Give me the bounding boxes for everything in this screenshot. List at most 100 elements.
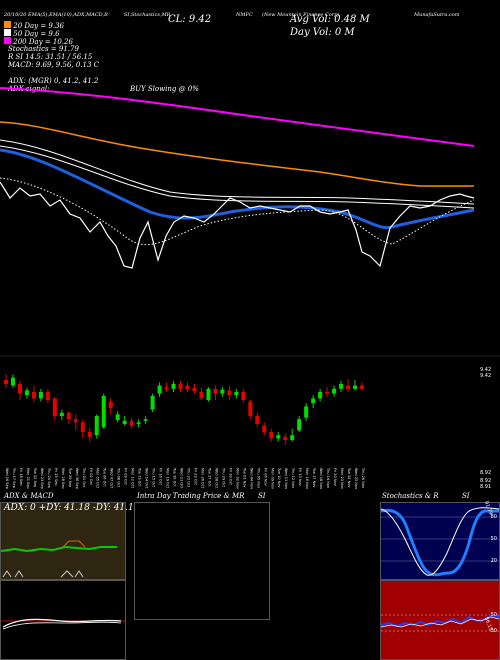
adx-macd-title: ADX & MACD bbox=[4, 492, 54, 500]
candle-body bbox=[353, 385, 358, 389]
candle-body bbox=[101, 396, 106, 428]
macd-signal-line bbox=[2, 621, 122, 630]
header-item-1: 20/10/20 EMA(5),EMA(10),ADX,MACD,R bbox=[4, 12, 108, 18]
stoch-suffix: SI bbox=[462, 492, 470, 500]
avg-vol-label: Avg Vol: 0.48 M bbox=[290, 14, 370, 25]
legend-swatch-ema20 bbox=[4, 21, 11, 28]
candle-date-label: Tue 20 Oct bbox=[173, 467, 177, 487]
candle-date-label: Mon 02 Nov bbox=[235, 468, 239, 489]
ema20-line bbox=[0, 121, 474, 187]
candle-price-label-2: 9.42 bbox=[480, 373, 492, 379]
candle-date-label: Tue 24 Nov bbox=[347, 467, 351, 488]
legend-ema50: 50 Day = 9.6 bbox=[4, 29, 60, 38]
candle-date-label: Thu 15 Oct bbox=[152, 467, 156, 488]
candle-body bbox=[150, 396, 155, 410]
candle-date-label: Fri 16 Oct bbox=[159, 468, 163, 486]
adx-minus-line bbox=[60, 540, 86, 550]
legend-ema20: 20 Day = 9.36 bbox=[4, 21, 64, 30]
signal-dotted-line bbox=[0, 177, 475, 245]
legend-swatch-ema200 bbox=[4, 37, 11, 44]
candle-date-label: Wed 23 Sep bbox=[40, 468, 44, 490]
candle-body bbox=[73, 419, 78, 423]
candle-price-label-5: 8.91 bbox=[480, 484, 492, 490]
sma-blue-line bbox=[0, 148, 475, 229]
candle-date-label: Fri 23 Oct bbox=[193, 468, 197, 486]
candle-date-label: Tue 22 Sep bbox=[33, 467, 37, 488]
candle-body bbox=[339, 384, 344, 389]
candle-body bbox=[220, 389, 225, 394]
candle-date-label: Mon 26 Oct bbox=[200, 468, 204, 489]
candle-date-label: Tue 10 Nov bbox=[277, 467, 281, 488]
candle-body bbox=[185, 385, 190, 390]
candle-body bbox=[360, 385, 364, 389]
intraday-title: Intra Day Trading Price & MR bbox=[137, 492, 245, 500]
candle-date-label: Fri 25 Sep bbox=[54, 468, 58, 486]
candle-body bbox=[332, 388, 337, 394]
candle-date-label: Thu 17 Sep bbox=[12, 467, 16, 489]
candle-date-label: Wed 07 Oct bbox=[110, 468, 114, 489]
candle-body bbox=[311, 398, 316, 404]
candle-body bbox=[346, 385, 351, 389]
candle-body bbox=[80, 422, 85, 432]
candle-body bbox=[164, 387, 169, 389]
adx-plus-line bbox=[1, 545, 117, 553]
rsi-line bbox=[381, 613, 499, 628]
rsi-panel: 50 30 56.15 bbox=[380, 580, 500, 660]
candle-date-label: Thu 08 Oct bbox=[117, 467, 121, 488]
candle-body bbox=[248, 401, 253, 416]
candle-body bbox=[24, 390, 29, 396]
stoch-lines bbox=[381, 507, 499, 577]
candle-body bbox=[192, 388, 197, 392]
candle-date-label: Thu 19 Nov bbox=[326, 467, 330, 488]
rsi-lines bbox=[381, 613, 499, 632]
moving-average-chart bbox=[0, 87, 500, 357]
stoch-tick-80: 80 bbox=[490, 514, 497, 520]
macd-readout: MACD: 9.69, 9.56, 0.13 C bbox=[8, 61, 100, 69]
candle-date-label: Mon 23 Nov bbox=[340, 468, 344, 489]
macd-lines bbox=[1, 618, 125, 630]
candle-body bbox=[213, 388, 218, 394]
candle-price-label-3: 8.92 bbox=[480, 470, 492, 476]
header-item-4: (New Mountain Finance Corp) bbox=[262, 12, 340, 18]
ema50-line-b bbox=[0, 145, 475, 209]
candle-date-label: Tue 27 Oct bbox=[207, 467, 211, 487]
candle-price-label-1: 9.42 bbox=[480, 367, 492, 373]
candle-date-label: Fri 18 Sep bbox=[19, 468, 23, 486]
candle-body bbox=[17, 384, 22, 394]
candle-date-label: Thu 29 Oct bbox=[221, 467, 225, 488]
adx-values: ADX: 0 +DY: 41.18 -DY: 41.18 bbox=[4, 503, 140, 513]
candle-body bbox=[115, 414, 120, 420]
header-item-2: SI,Stochastics,MR bbox=[124, 12, 171, 18]
candle-body bbox=[199, 392, 204, 399]
legend-ema50-label: 50 Day = 9.6 bbox=[13, 30, 60, 38]
candle-body bbox=[304, 406, 309, 418]
candle-date-label: Mon 16 Nov bbox=[305, 468, 309, 489]
candle-date-label: Wed 28 Oct bbox=[214, 468, 218, 489]
stoch-panel: 80 50 20 91.79 bbox=[380, 500, 500, 580]
candle-date-label: Mon 09 Nov bbox=[270, 468, 274, 489]
candle-date-label: Wed 18 Nov bbox=[319, 468, 323, 489]
legend-ema200-label: 200 Day = 10.26 bbox=[13, 38, 73, 46]
rsi-tick-30: 30 bbox=[490, 628, 497, 634]
candle-body bbox=[318, 392, 323, 399]
candle-body bbox=[66, 412, 71, 420]
candle-date-label: Fri 20 Nov bbox=[333, 468, 337, 486]
candle-date-label: Thu 01 Oct bbox=[82, 467, 86, 488]
candle-body bbox=[241, 392, 246, 400]
macd-panel bbox=[0, 580, 126, 660]
candle-date-label: Mon 12 Oct bbox=[131, 468, 135, 489]
candle-body bbox=[234, 392, 239, 396]
candle-body bbox=[262, 425, 267, 432]
candle-body bbox=[276, 435, 281, 439]
candle-date-label: Fri 02 Oct bbox=[89, 468, 93, 486]
adx-readout: ADX: (MGR) 0, 41.2, 41.2 bbox=[8, 77, 99, 85]
candle-date-label: Fri 13 Nov bbox=[298, 468, 302, 486]
candle-date-label: Mon 05 Oct bbox=[96, 468, 100, 489]
candle-date-label: Mon 21 Sep bbox=[26, 468, 30, 489]
stochastics-readout: Stochastics = 91.79 bbox=[8, 45, 79, 53]
legend-ema200: 200 Day = 10.26 bbox=[4, 37, 73, 46]
candle-body bbox=[45, 392, 50, 400]
day-vol-label: Day Vol: 0 M bbox=[290, 27, 355, 38]
candlestick-chart: Wed 16 Sep Thu 17 Sep Fri 18 Sep Mon 21 Sep… bbox=[4, 374, 365, 490]
candle-body bbox=[157, 385, 162, 394]
